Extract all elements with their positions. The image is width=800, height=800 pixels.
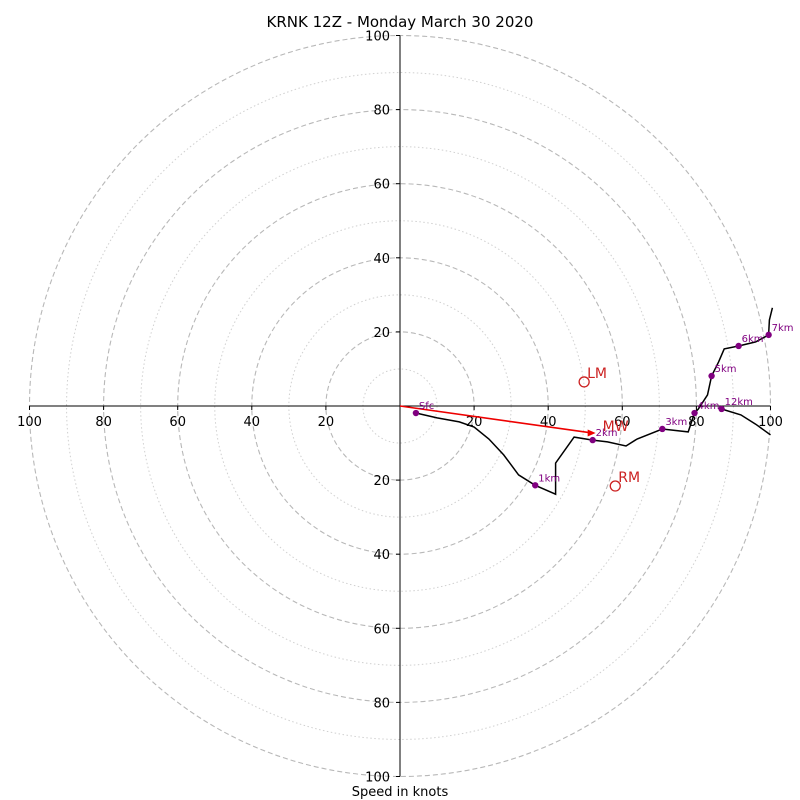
y-tick-label: 40 xyxy=(373,252,390,267)
x-tick-label: 100 xyxy=(758,415,783,430)
mean-wind-label: MW xyxy=(603,419,629,435)
height-marker-3km xyxy=(659,425,666,433)
x-tick-label: 60 xyxy=(169,415,186,430)
height-label-6km: 6km xyxy=(742,334,764,345)
height-label-7km: 7km xyxy=(772,323,794,334)
y-tick-label: 40 xyxy=(373,548,390,563)
height-label-12km: 12km xyxy=(725,397,753,408)
x-tick-label: 20 xyxy=(318,415,335,430)
hodograph-upper-segment xyxy=(721,408,771,436)
y-tick-label: 80 xyxy=(373,104,390,119)
storm-motions: LM RM xyxy=(578,366,640,492)
y-tick-label: 20 xyxy=(373,326,390,341)
tick-labels: 100 80 60 40 20 20 40 60 80 100100806040202040608… xyxy=(17,30,783,786)
x-tick-label: 100 xyxy=(17,415,42,430)
storm-motion-label-rm: RM xyxy=(618,470,640,486)
height-marker-7km xyxy=(765,331,772,339)
storm-motion-label-lm: LM xyxy=(587,366,607,382)
x-tick-label: 80 xyxy=(95,415,112,430)
height-label-5km: 5km xyxy=(715,364,737,375)
y-tick-label: 100 xyxy=(365,30,390,45)
hodograph-line xyxy=(415,307,774,496)
mean-wind-arrowhead xyxy=(587,429,596,437)
mean-wind-vector xyxy=(399,405,593,434)
height-label-2km: 2km xyxy=(596,428,618,439)
height-label-3km: 3km xyxy=(665,417,687,428)
storm-motion-lm xyxy=(578,376,590,388)
height-marker-5km xyxy=(708,372,715,380)
y-tick-label: 20 xyxy=(373,474,390,489)
x-axis-label: Speed in knots xyxy=(352,785,449,800)
height-label-4km: 4km xyxy=(698,401,720,412)
height-marker-1km xyxy=(532,482,539,489)
chart-title: KRNK 12Z - Monday March 30 2020 xyxy=(267,13,534,31)
height-marker-12km xyxy=(718,405,725,413)
y-tick-label: 80 xyxy=(373,696,390,711)
hodograph-series: MW xyxy=(399,307,774,496)
x-tick-label: 60 xyxy=(614,415,631,430)
height-marker-2km xyxy=(589,436,596,444)
height-marker-sfc xyxy=(412,409,420,417)
height-label-sfc: Sfc xyxy=(419,401,434,412)
height-marker-6km xyxy=(735,342,742,350)
height-marker-4km xyxy=(691,409,698,417)
y-tick-label: 100 xyxy=(365,771,390,786)
y-tick-label: 60 xyxy=(373,622,390,637)
storm-motion-rm xyxy=(609,480,621,492)
height-label-1km: 1km xyxy=(538,473,560,484)
y-tick-label: 60 xyxy=(373,178,390,193)
x-tick-label: 40 xyxy=(244,415,261,430)
height-markers: Sfc 1km 2km 3km 4km 5km 6km 7km 12km xyxy=(412,323,794,489)
